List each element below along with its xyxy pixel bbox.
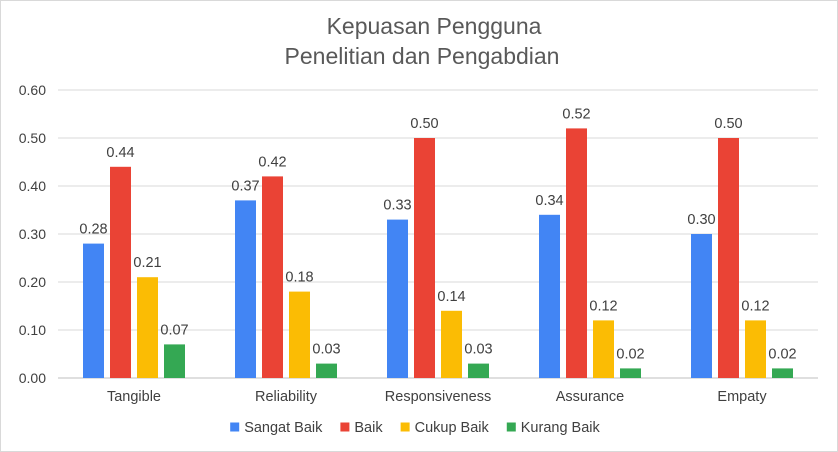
legend-swatch xyxy=(230,422,240,432)
bar xyxy=(289,291,310,378)
data-label: 0.02 xyxy=(616,346,644,362)
y-tick-label: 0.20 xyxy=(19,274,46,290)
y-tick-label: 0.40 xyxy=(19,178,46,194)
x-axis-categories: Tangible Reliability Responsiveness Assuran… xyxy=(107,389,767,405)
data-label: 0.18 xyxy=(285,270,313,286)
x-tick-label: Empaty xyxy=(717,389,767,405)
bar xyxy=(235,200,256,378)
bar xyxy=(620,368,641,378)
legend-swatch xyxy=(400,422,410,432)
data-label: 0.34 xyxy=(535,193,563,209)
data-label: 0.12 xyxy=(741,298,769,314)
data-label: 0.50 xyxy=(410,116,438,132)
data-label: 0.07 xyxy=(160,322,188,338)
data-label: 0.42 xyxy=(258,154,286,170)
bar xyxy=(718,138,739,378)
bar xyxy=(110,166,131,378)
data-label: 0.50 xyxy=(714,116,742,132)
legend-label: Cukup Baik xyxy=(415,420,490,436)
data-label: 0.12 xyxy=(589,298,617,314)
data-label: 0.33 xyxy=(383,198,411,214)
legend-label: Kurang Baik xyxy=(521,420,601,436)
bar xyxy=(691,234,712,378)
data-label: 0.28 xyxy=(79,222,107,238)
bar xyxy=(83,243,104,378)
chart-title-line-1: Kepuasan Pengguna xyxy=(327,13,542,39)
data-labels: 0.28 0.44 0.21 0.07 0.37 0.42 0.18 0.03 0.33 0.50… xyxy=(79,106,796,362)
y-tick-label: 0.60 xyxy=(19,82,46,98)
x-tick-label: Responsiveness xyxy=(385,389,491,405)
data-label: 0.03 xyxy=(464,342,492,358)
data-label: 0.02 xyxy=(768,346,796,362)
data-label: 0.21 xyxy=(133,255,161,271)
bar xyxy=(387,219,408,378)
y-axis-ticks: 0.00 0.10 0.20 0.30 0.40 0.50 0.60 xyxy=(19,82,46,386)
bar xyxy=(414,138,435,378)
y-tick-label: 0.50 xyxy=(19,130,46,146)
bar xyxy=(539,214,560,378)
data-label: 0.52 xyxy=(562,106,590,122)
y-tick-label: 0.00 xyxy=(19,370,46,386)
data-label: 0.14 xyxy=(437,289,465,305)
y-tick-label: 0.10 xyxy=(19,322,46,338)
bar xyxy=(593,320,614,378)
legend-swatch xyxy=(506,422,516,432)
bar xyxy=(164,344,185,378)
data-label: 0.44 xyxy=(106,145,134,161)
bar xyxy=(468,363,489,378)
bar xyxy=(262,176,283,378)
legend-label: Baik xyxy=(354,420,383,436)
bar xyxy=(745,320,766,378)
bar xyxy=(566,128,587,378)
y-tick-label: 0.30 xyxy=(19,226,46,242)
data-label: 0.30 xyxy=(687,212,715,228)
bar xyxy=(441,310,462,378)
legend-label: Sangat Baik xyxy=(244,420,323,436)
legend: Sangat Baik Baik Cukup Baik Kurang Baik xyxy=(230,420,601,436)
data-label: 0.37 xyxy=(231,178,259,194)
bars xyxy=(83,128,793,378)
bar xyxy=(772,368,793,378)
bar xyxy=(316,363,337,378)
chart-title-line-2: Penelitian dan Pengabdian xyxy=(285,43,560,69)
legend-swatch xyxy=(340,422,350,432)
x-tick-label: Tangible xyxy=(107,389,161,405)
data-label: 0.03 xyxy=(312,342,340,358)
x-tick-label: Assurance xyxy=(556,389,625,405)
x-tick-label: Reliability xyxy=(255,389,318,405)
bar xyxy=(137,277,158,378)
